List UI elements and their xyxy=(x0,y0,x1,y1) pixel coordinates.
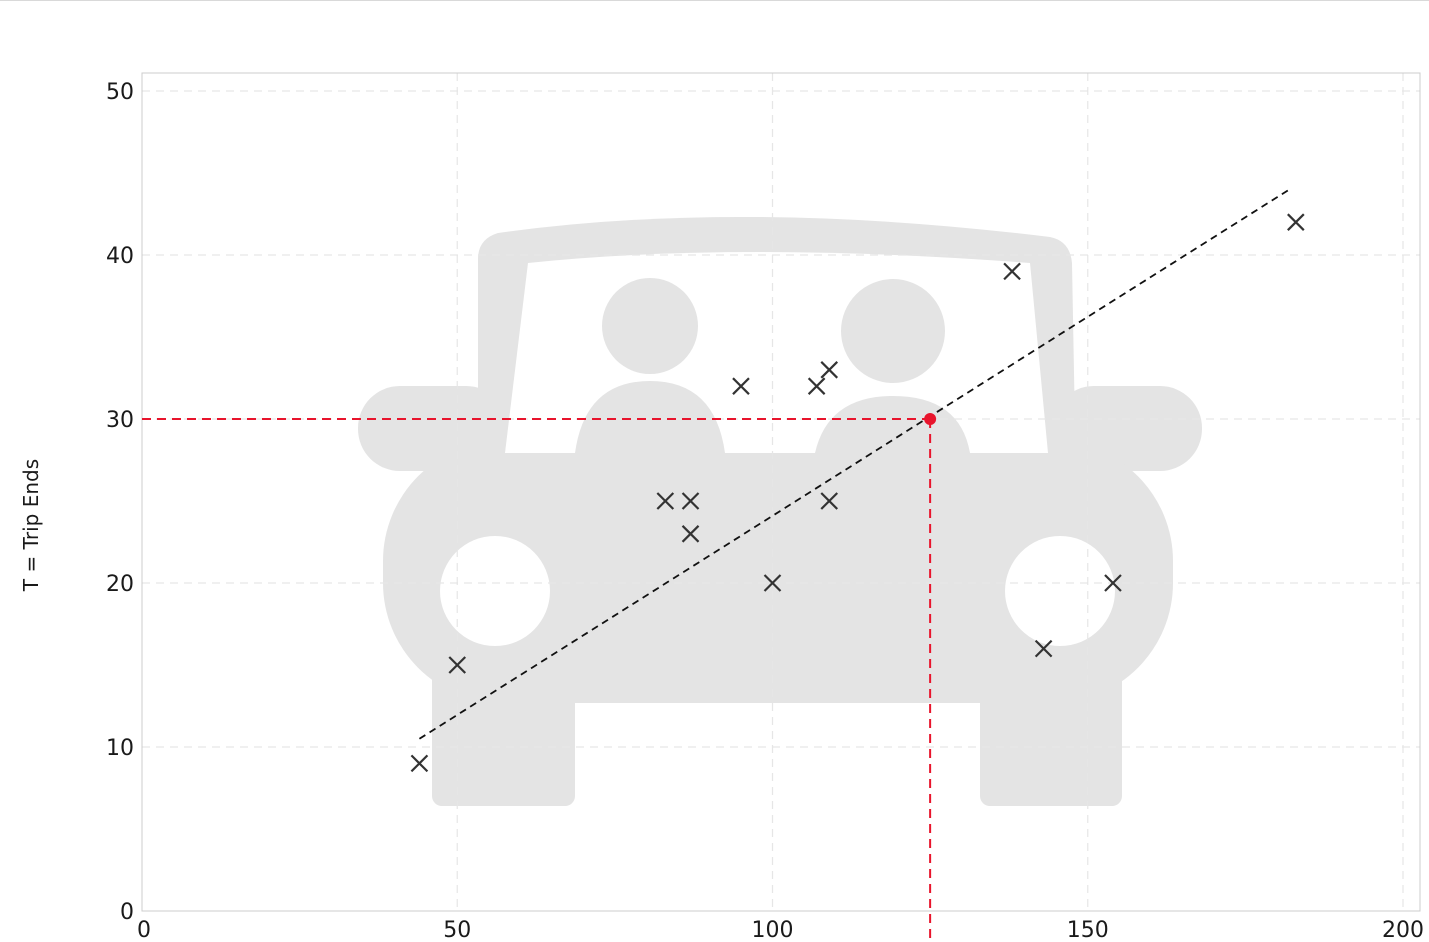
data-point-stroke xyxy=(1287,213,1305,231)
data-point xyxy=(681,525,700,543)
x-tick-label: 0 xyxy=(137,918,151,942)
data-point-stroke xyxy=(820,492,839,510)
y-tick-label: 30 xyxy=(106,408,134,433)
data-point xyxy=(820,361,839,379)
data-point-stroke xyxy=(1003,262,1021,281)
y-tick-label: 50 xyxy=(106,80,134,105)
y-axis-title: T = Trip Ends xyxy=(19,459,43,592)
car-with-two-people-icon xyxy=(358,216,1202,806)
axes xyxy=(141,72,1421,912)
data-point-stroke xyxy=(807,377,826,395)
data-point xyxy=(1287,213,1305,231)
data-point xyxy=(820,492,839,510)
data-point-stroke xyxy=(681,525,700,543)
highlight-guides xyxy=(142,418,932,941)
data-point-stroke xyxy=(820,361,839,379)
plot-border xyxy=(141,72,1421,912)
data-point xyxy=(656,492,675,510)
trend-line-path xyxy=(418,188,1290,740)
data-point-stroke xyxy=(410,754,429,773)
data-point-stroke xyxy=(732,377,750,395)
data-point xyxy=(1034,639,1053,658)
data-points xyxy=(410,213,1305,773)
trend-line xyxy=(418,188,1290,740)
data-point xyxy=(448,656,467,674)
y-tick-label: 40 xyxy=(106,244,134,269)
y-axis-ticks: 0 10 20 30 40 50 xyxy=(106,80,134,925)
x-tick-label: 50 xyxy=(443,918,471,942)
data-point-stroke xyxy=(681,492,700,510)
x-tick-label: 200 xyxy=(1382,918,1424,942)
x-axis-ticks: 0 50 100 150 200 xyxy=(137,918,1424,942)
data-point xyxy=(1104,574,1122,592)
data-point xyxy=(732,377,750,395)
data-point-stroke xyxy=(763,574,782,592)
data-point-stroke xyxy=(448,656,467,674)
data-point xyxy=(410,754,429,773)
data-point-stroke xyxy=(1104,574,1122,592)
y-tick-label: 0 xyxy=(120,900,134,925)
data-point-stroke xyxy=(1034,639,1053,658)
x-tick-label: 150 xyxy=(1067,918,1109,942)
data-point xyxy=(807,377,826,395)
highlight-point xyxy=(924,413,937,425)
y-tick-label: 20 xyxy=(106,572,134,597)
x-tick-label: 100 xyxy=(752,918,794,942)
y-tick-label: 10 xyxy=(106,736,134,761)
data-point xyxy=(1003,262,1021,281)
data-point xyxy=(763,574,782,592)
data-point-stroke xyxy=(656,492,675,510)
data-point xyxy=(681,492,700,510)
